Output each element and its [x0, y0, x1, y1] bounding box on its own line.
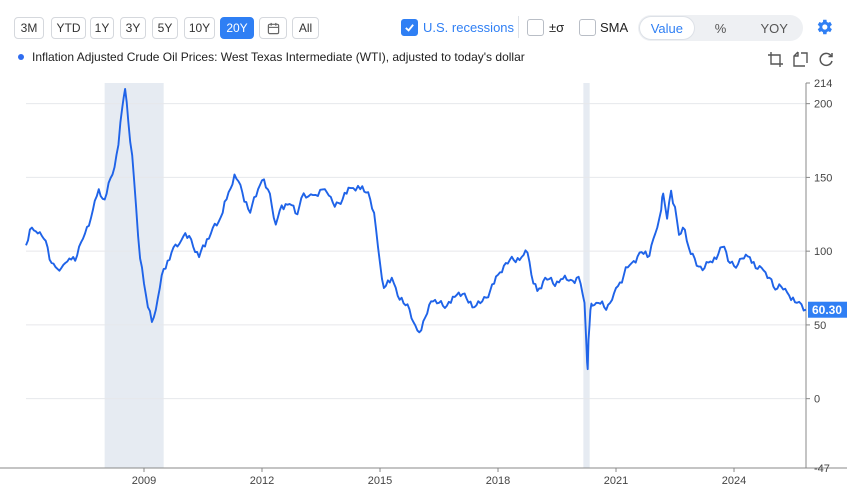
series-name: Inflation Adjusted Crude Oil Prices: Wes… — [32, 50, 525, 64]
toolbar-divider — [518, 16, 519, 38]
range-ytd-button[interactable]: YTD — [51, 17, 86, 39]
y-tick-label: -47 — [814, 463, 830, 475]
range-all-button[interactable]: All — [292, 17, 319, 39]
series-legend: Inflation Adjusted Crude Oil Prices: Wes… — [18, 50, 525, 64]
y-tick-label: 150 — [814, 172, 832, 184]
y-tick-label: 214 — [814, 78, 832, 90]
range-5y-button[interactable]: 5Y — [152, 17, 178, 39]
range-20y-button[interactable]: 20Y — [220, 17, 254, 39]
recession-band — [104, 83, 164, 468]
crop-start-icon[interactable] — [766, 49, 786, 69]
last-value-label: 60.30 — [812, 303, 842, 317]
stddev-checkbox[interactable] — [527, 19, 544, 36]
settings-gear-icon[interactable] — [814, 17, 834, 37]
x-tick-label: 2018 — [486, 475, 510, 487]
y-tick-label: 200 — [814, 99, 832, 111]
x-tick-label: 2015 — [368, 475, 392, 487]
mode-switch: Value % YOY — [638, 15, 803, 41]
range-10y-button[interactable]: 10Y — [184, 17, 215, 39]
x-tick-label: 2012 — [250, 475, 274, 487]
checkmark-icon — [405, 24, 414, 32]
calendar-icon — [267, 22, 279, 34]
range-3y-button[interactable]: 3Y — [120, 17, 146, 39]
recessions-checkbox[interactable] — [401, 19, 418, 36]
y-tick-label: 50 — [814, 320, 826, 332]
series-dot — [18, 54, 24, 60]
toolbar: 3M YTD 1Y 3Y 5Y 10Y 20Y All U.S. recessi… — [0, 0, 847, 44]
reset-zoom-icon[interactable] — [816, 49, 836, 69]
sma-checkbox[interactable] — [579, 19, 596, 36]
range-1y-button[interactable]: 1Y — [90, 17, 114, 39]
series-line-wti — [25, 87, 807, 371]
mode-percent-button[interactable]: % — [714, 20, 727, 36]
sma-label: SMA — [600, 20, 629, 35]
y-tick-label: 100 — [814, 246, 832, 258]
recession-band — [583, 83, 590, 468]
x-tick-label: 2021 — [604, 475, 628, 487]
stddev-label: ±σ — [549, 20, 565, 35]
crop-end-icon[interactable] — [791, 49, 811, 69]
mode-value-button[interactable]: Value — [640, 17, 694, 39]
range-3m-button[interactable]: 3M — [14, 17, 44, 39]
y-tick-label: 0 — [814, 394, 820, 406]
x-tick-label: 2009 — [132, 475, 156, 487]
date-range-button[interactable] — [259, 17, 287, 39]
recessions-label: U.S. recessions — [423, 20, 515, 35]
x-tick-label: 2024 — [722, 475, 746, 487]
mode-yoy-button[interactable]: YOY — [760, 20, 788, 36]
last-value-badge — [808, 301, 847, 318]
